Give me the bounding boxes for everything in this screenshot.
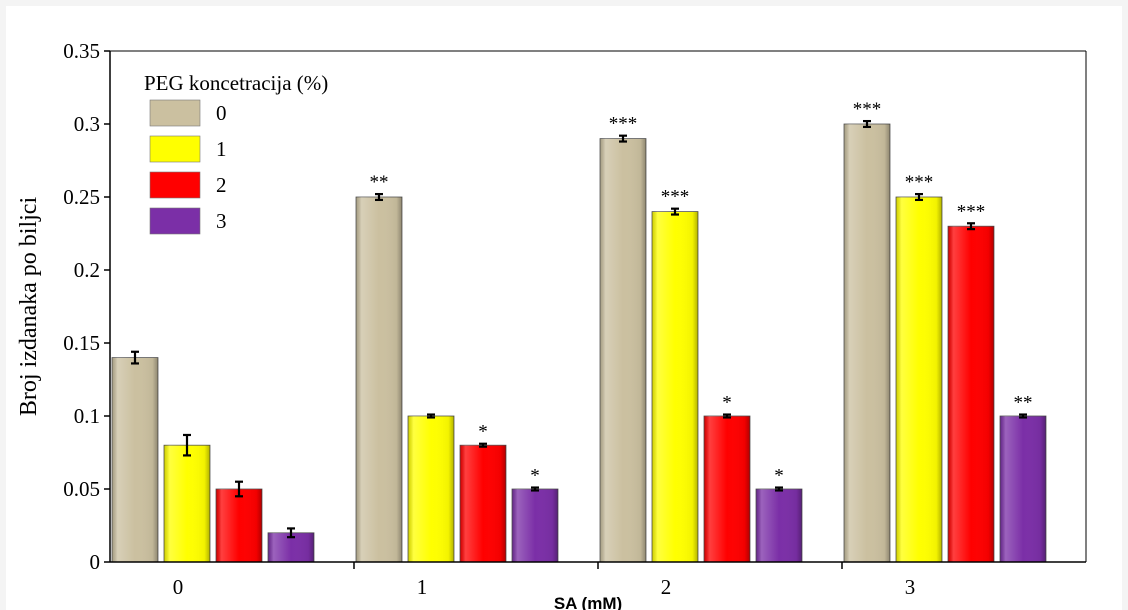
x-tick-label: 3 [905,575,916,599]
significance-label: *** [853,99,882,120]
chart-frame: ** * * *** *** * * *** *** *** ** 0 0.05 0.1 0.15 0.2 0… [6,6,1122,610]
significance-label: *** [609,114,638,135]
y-tick-label: 0.25 [63,185,100,209]
significance-label: * [774,466,784,487]
legend-label: 2 [216,173,227,197]
significance-label: ** [370,172,389,193]
bar-shading [408,416,454,562]
legend-label: 1 [216,137,227,161]
x-tick-label: 2 [661,575,672,599]
significance-label: ** [1014,393,1033,414]
significance-label: * [530,466,540,487]
y-tick-label: 0.2 [74,258,100,282]
x-axis-title: SA (mM) [554,594,622,610]
legend-label: 0 [216,101,227,125]
bar-chart: *********************** 00.050.10.150.20… [16,39,1087,610]
legend-swatch [149,171,201,199]
legend-title: PEG koncetracija (%) [144,71,328,95]
bar-shading [600,138,646,562]
significance-label: * [722,393,732,414]
bar-shading [112,357,158,562]
bar-shading [896,197,942,562]
legend-swatch [149,99,201,127]
y-tick-label: 0.35 [63,39,100,63]
significance-label: *** [957,201,986,222]
y-tick-label: 0.1 [74,404,100,428]
legend-label: 3 [216,209,227,233]
y-tick-label: 0.3 [74,112,100,136]
significance-label: *** [661,187,690,208]
y-tick-label: 0 [90,550,101,574]
y-axis-title: Broj izdanaka po biljci [16,197,42,417]
bar-shading [216,489,262,562]
bar-shading [164,445,210,562]
bar-shading [460,445,506,562]
bar-shading [704,416,750,562]
y-tick-label: 0.05 [63,477,100,501]
bar-shading [948,226,994,562]
x-tick-label: 0 [173,575,184,599]
legend-swatch [149,207,201,235]
bar-shading [356,197,402,562]
bar-shading [1000,416,1046,562]
bar-shading [652,211,698,562]
y-tick-label: 0.15 [63,331,100,355]
bar-shading [844,124,890,562]
bar-shading [512,489,558,562]
legend-swatch [149,135,201,163]
x-tick-label: 1 [417,575,428,599]
significance-label: * [478,422,488,443]
significance-label: *** [905,172,934,193]
bar-shading [756,489,802,562]
